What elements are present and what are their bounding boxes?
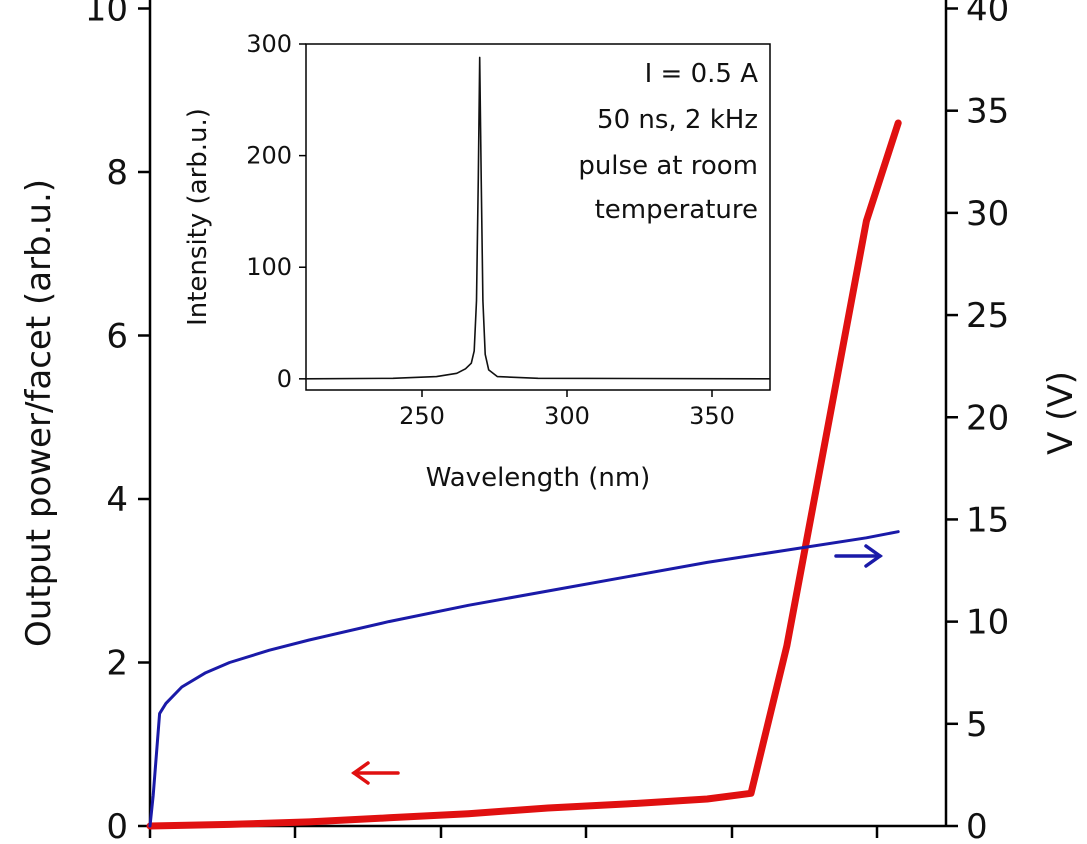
right-axis-tick-label: 35	[966, 92, 1009, 132]
inset-x-axis-title: Wavelength (nm)	[426, 463, 651, 493]
right-axis-tick-label: 30	[966, 194, 1009, 234]
inset-annotation-line: I = 0.5 A	[645, 59, 759, 89]
inset-series-group	[305, 56, 771, 380]
right-axis-tick-label: 0	[966, 807, 988, 844]
bottom-axis-ticks	[148, 826, 879, 838]
inset-y-ticks: 0 100 200 300	[246, 30, 306, 393]
left-axis-title: Output power/facet (arb.u.)	[19, 179, 59, 647]
inset-annotation-line: temperature	[595, 195, 758, 225]
right-axis-tick-label: 25	[966, 296, 1009, 336]
inset-annotation: I = 0.5 A 50 ns, 2 kHz pulse at room tem…	[578, 59, 758, 225]
inset-x-tick-label: 300	[544, 402, 590, 430]
left-axis-tick-label: 0	[106, 807, 128, 844]
voltage-line	[148, 530, 900, 828]
inset-x-tick-label: 350	[689, 402, 735, 430]
inset-y-axis-title: Intensity (arb.u.)	[183, 108, 213, 326]
output-power-line	[146, 119, 902, 830]
power-axis-arrow	[350, 761, 400, 785]
inset-chart: 250 300 350 0 100 200 300 Wavelength (nm) Int…	[183, 30, 771, 493]
right-axis-tick-label: 15	[966, 500, 1009, 540]
voltage-axis-arrow	[834, 544, 884, 568]
inset-annotation-line: 50 ns, 2 kHz	[597, 105, 758, 135]
spectrum-line	[305, 56, 771, 380]
inset-frame	[305, 43, 771, 391]
left-axis-tick-label: 2	[106, 644, 128, 684]
left-axis-tick-label: 4	[106, 480, 128, 520]
inset-y-tick-label: 200	[246, 142, 292, 170]
inset-y-tick-label: 0	[277, 365, 292, 393]
inset-annotation-line: pulse at room	[578, 151, 758, 181]
inset-x-tick-label: 250	[399, 402, 445, 430]
left-axis-tick-label: 10	[85, 0, 128, 30]
left-axis-ticks: 0 2 4 6 8 10	[85, 0, 150, 844]
right-axis-tick-label: 5	[966, 705, 988, 745]
inset-y-tick-label: 300	[246, 30, 292, 58]
left-axis-tick-label: 6	[106, 317, 128, 357]
right-axis-tick-label: 20	[966, 398, 1009, 438]
inset-x-ticks: 250 300 350	[399, 390, 735, 430]
main-chart: 0 2 4 6 8 10 0 5 10 15 20 25 30 35 40 Output power/fa…	[19, 0, 1081, 844]
right-axis-title: V (V)	[1041, 371, 1081, 455]
left-axis-tick-label: 8	[106, 153, 128, 193]
inset-y-tick-label: 100	[246, 253, 292, 281]
right-axis-tick-label: 10	[966, 603, 1009, 643]
right-axis-ticks: 0 5 10 15 20 25 30 35 40	[946, 0, 1009, 844]
right-axis-tick-label: 40	[966, 0, 1009, 30]
main-series-group	[146, 119, 902, 830]
